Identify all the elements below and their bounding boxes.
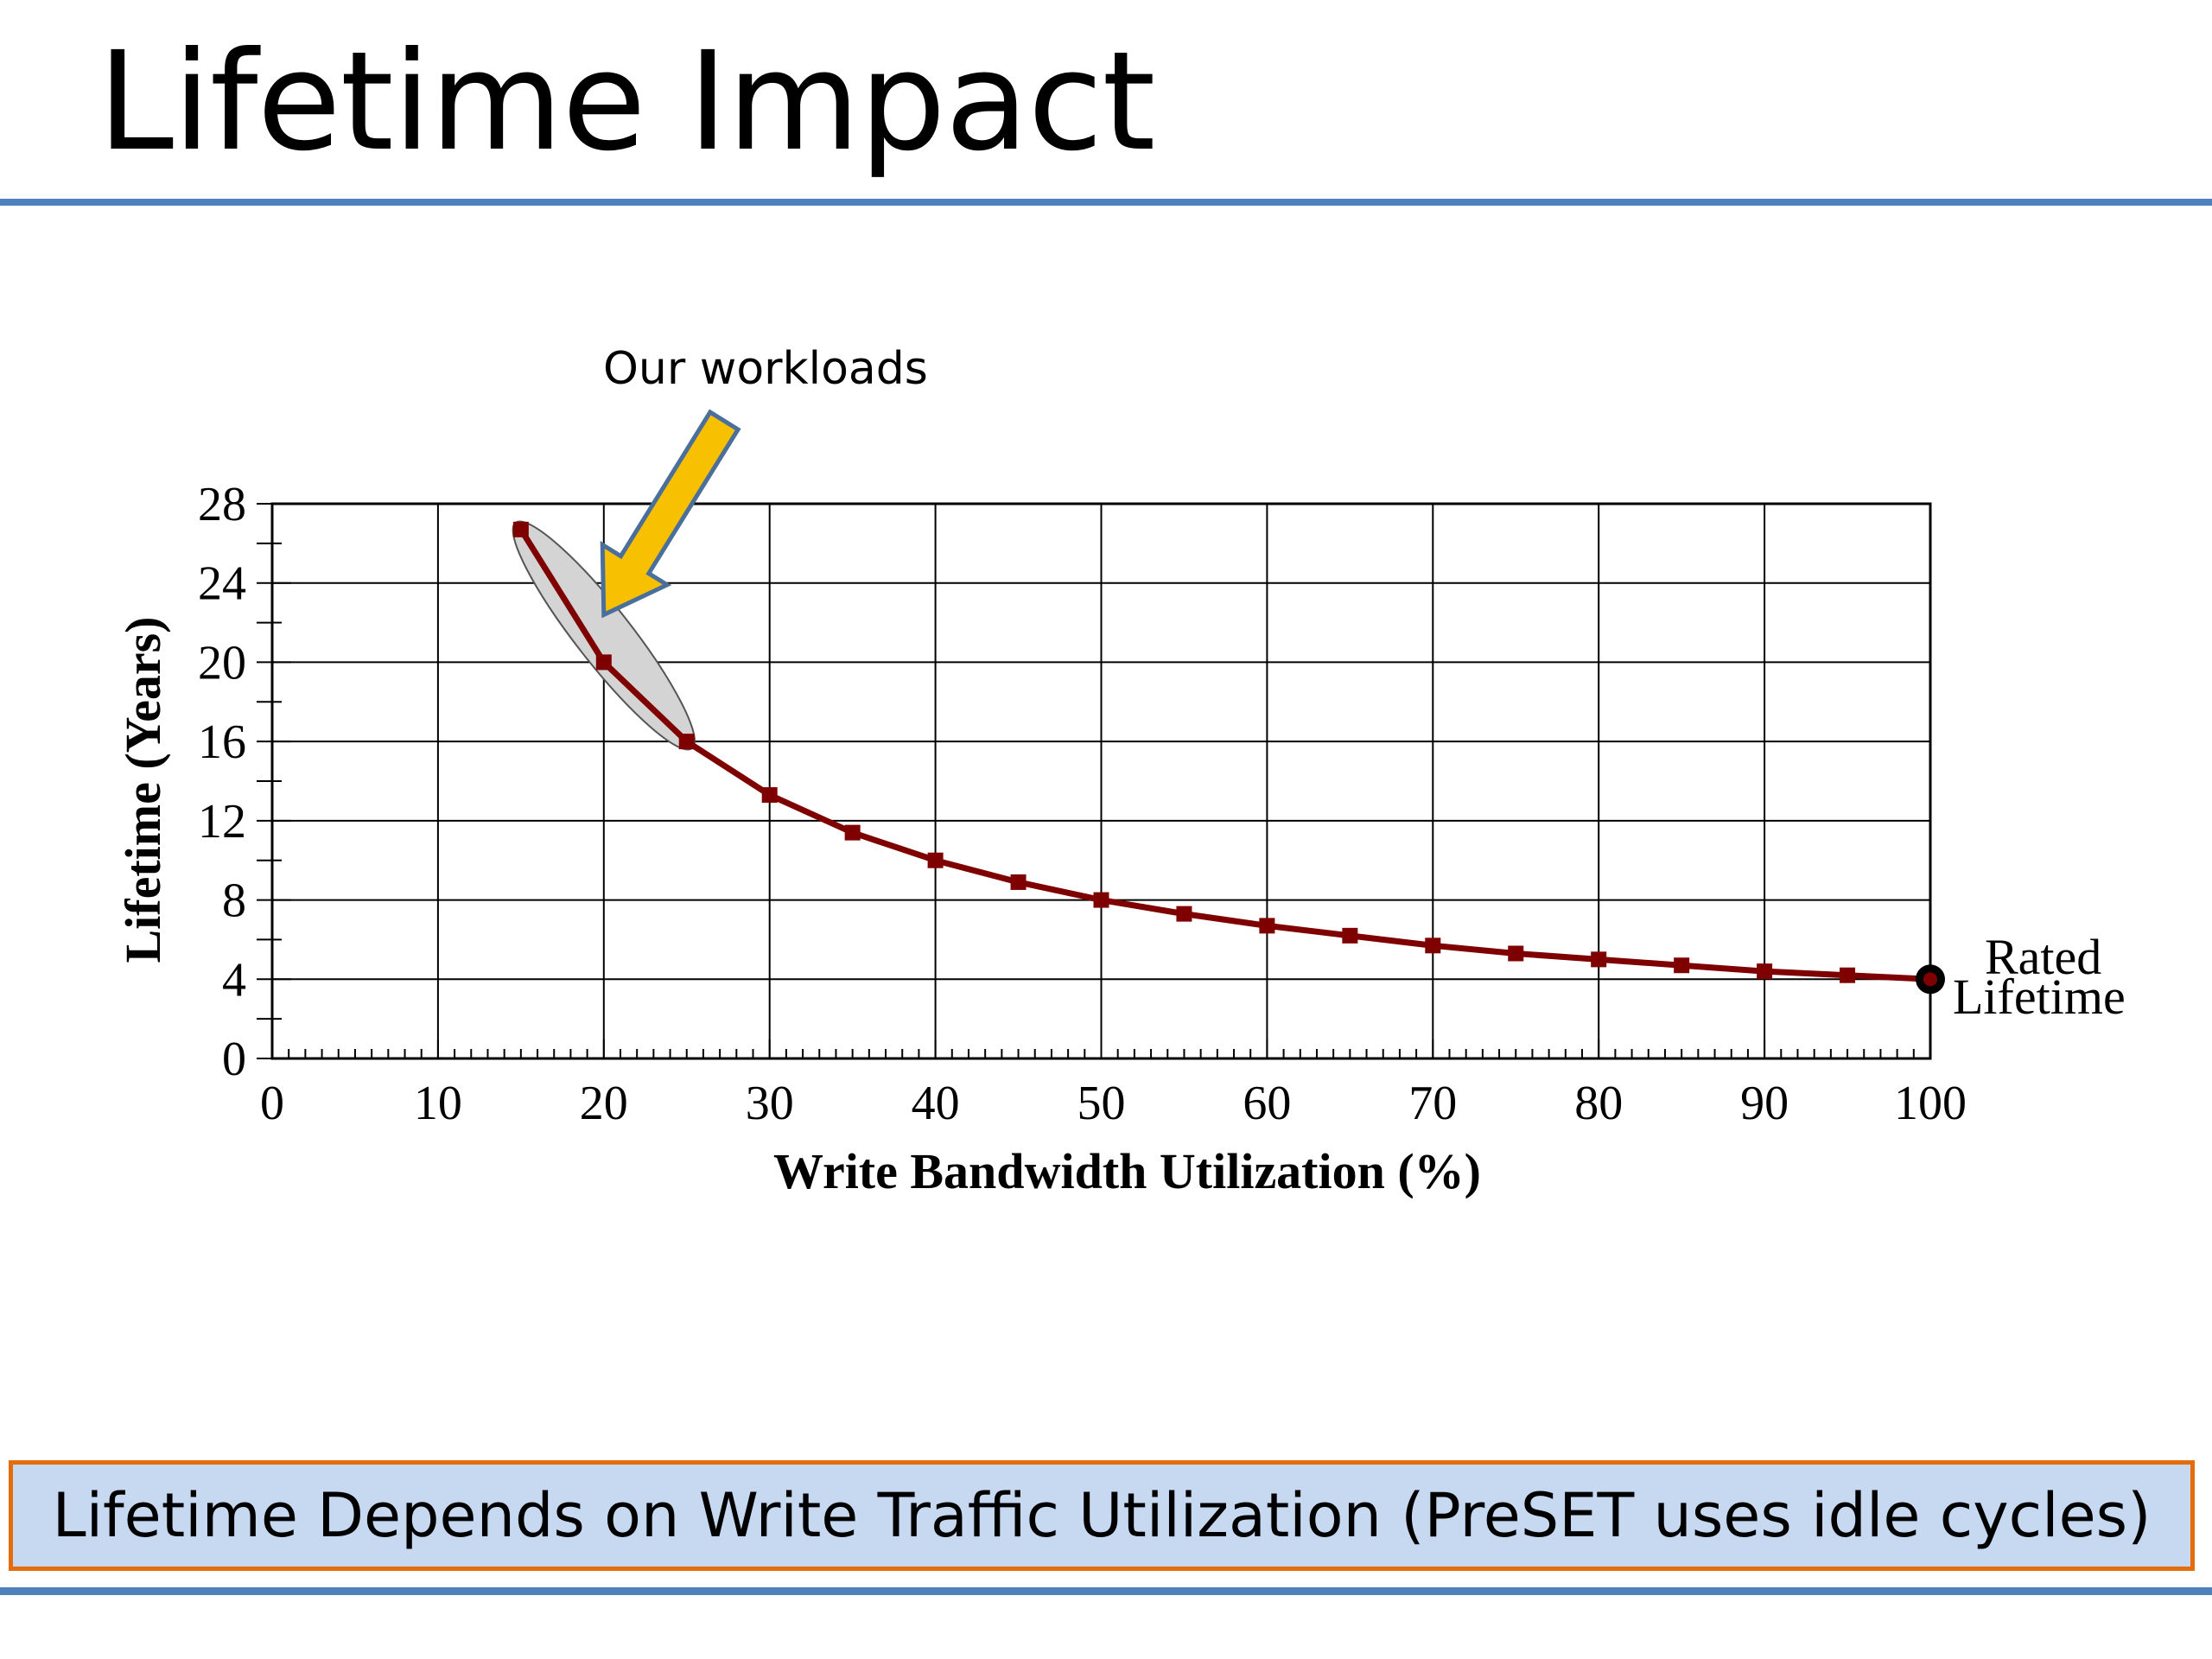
slide-title: Lifetime Impact bbox=[98, 22, 1155, 181]
x-tick-label-60: 60 bbox=[1243, 1077, 1291, 1130]
annotation-our-workloads: Our workloads bbox=[603, 343, 928, 395]
y-tick-labels: 0 4 8 12 16 20 24 28 bbox=[198, 478, 246, 1086]
workload-arrow-icon bbox=[600, 409, 741, 619]
data-point-marker bbox=[761, 787, 778, 804]
data-point-marker bbox=[1674, 957, 1690, 974]
data-point-marker bbox=[678, 734, 695, 750]
data-point-marker bbox=[512, 521, 529, 537]
x-tick-label-40: 40 bbox=[912, 1077, 960, 1130]
y-tick-label-20: 20 bbox=[198, 636, 246, 690]
y-axis-label: Lifetime (Years) bbox=[115, 617, 171, 963]
data-point-marker bbox=[844, 824, 861, 841]
data-point-marker bbox=[1010, 874, 1027, 890]
data-point-marker bbox=[1840, 967, 1856, 983]
x-tick-label-80: 80 bbox=[1574, 1077, 1623, 1130]
x-tick-label-0: 0 bbox=[260, 1077, 284, 1130]
plot-frame bbox=[270, 502, 1932, 1060]
x-tick-label-50: 50 bbox=[1077, 1077, 1126, 1130]
y-tick-label-0: 0 bbox=[222, 1033, 246, 1086]
y-tick-label-24: 24 bbox=[198, 557, 246, 611]
data-point-marker bbox=[927, 852, 944, 868]
callout-text: Lifetime Depends on Write Traffic Utiliz… bbox=[52, 1480, 2152, 1551]
x-tick-label-10: 10 bbox=[414, 1077, 462, 1130]
data-point-marker bbox=[1259, 918, 1275, 934]
x-tick-label-70: 70 bbox=[1408, 1077, 1457, 1130]
y-tick-label-8: 8 bbox=[222, 874, 246, 928]
y-tick-label-28: 28 bbox=[198, 478, 246, 531]
x-tick-label-90: 90 bbox=[1740, 1077, 1789, 1130]
data-point-marker bbox=[1591, 951, 1607, 968]
data-point-marker bbox=[1176, 906, 1192, 922]
x-tick-label-100: 100 bbox=[1894, 1077, 1967, 1130]
annotation-rated: Rated bbox=[1985, 929, 2101, 985]
data-point-marker bbox=[1508, 945, 1524, 962]
data-point-marker bbox=[595, 654, 612, 671]
annotation-lifetime: Lifetime bbox=[1953, 969, 2126, 1025]
y-tick-label-12: 12 bbox=[198, 795, 246, 849]
data-point-marker bbox=[1093, 892, 1109, 908]
title-divider bbox=[0, 199, 2212, 206]
x-axis-label: Write Bandwidth Utilization (%) bbox=[773, 1143, 1481, 1199]
x-tick-label-20: 20 bbox=[580, 1077, 628, 1130]
data-point-marker bbox=[1757, 963, 1773, 980]
x-tick-label-30: 30 bbox=[746, 1077, 794, 1130]
series-line bbox=[518, 527, 1931, 982]
x-tick-labels: 0 10 20 30 40 50 60 70 80 90 100 bbox=[260, 1077, 1967, 1130]
data-point-marker bbox=[1425, 938, 1441, 954]
footer-divider bbox=[0, 1587, 2212, 1595]
rated-lifetime-marker-core bbox=[1923, 972, 1937, 987]
y-tick-label-4: 4 bbox=[222, 953, 246, 1007]
chart-minor-ticks bbox=[257, 503, 1931, 1059]
chart-grid bbox=[271, 503, 1931, 1059]
y-tick-label-16: 16 bbox=[198, 715, 246, 769]
callout-box: Lifetime Depends on Write Traffic Utiliz… bbox=[9, 1460, 2195, 1571]
data-point-marker bbox=[1342, 927, 1358, 944]
